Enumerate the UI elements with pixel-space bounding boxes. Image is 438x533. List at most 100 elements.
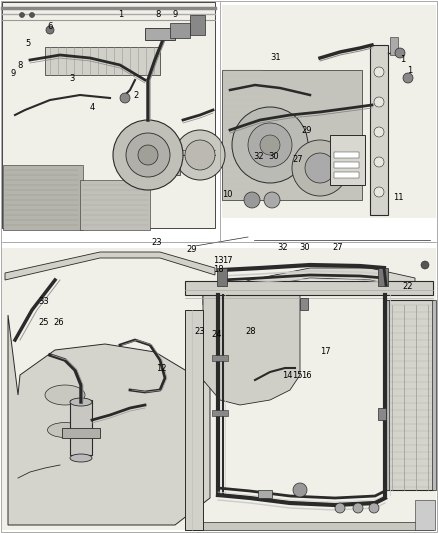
Bar xyxy=(140,145,180,175)
Bar xyxy=(330,135,365,185)
Text: 11: 11 xyxy=(393,193,404,201)
Text: 1: 1 xyxy=(118,11,123,19)
Bar xyxy=(212,410,228,416)
Text: 3: 3 xyxy=(70,75,75,83)
Text: 9: 9 xyxy=(173,11,178,19)
Circle shape xyxy=(138,145,158,165)
Text: 28: 28 xyxy=(245,327,256,336)
Circle shape xyxy=(369,503,379,513)
Polygon shape xyxy=(203,268,415,305)
Bar xyxy=(334,162,359,168)
Polygon shape xyxy=(5,252,215,280)
Bar xyxy=(80,180,150,230)
Bar xyxy=(222,70,362,200)
Text: 17: 17 xyxy=(320,348,330,356)
Text: 30: 30 xyxy=(300,243,310,252)
Bar xyxy=(45,47,160,75)
Text: 8: 8 xyxy=(155,11,160,19)
Circle shape xyxy=(126,133,170,177)
Bar xyxy=(378,408,386,420)
Text: 12: 12 xyxy=(156,365,166,373)
Text: 30: 30 xyxy=(268,152,279,161)
Circle shape xyxy=(120,93,130,103)
Bar xyxy=(185,310,203,530)
Text: 2: 2 xyxy=(133,92,138,100)
Bar xyxy=(300,298,308,310)
Text: 27: 27 xyxy=(333,243,343,252)
Text: 8: 8 xyxy=(17,61,22,69)
Text: 29: 29 xyxy=(187,246,197,254)
Text: 10: 10 xyxy=(223,190,233,199)
Circle shape xyxy=(175,130,225,180)
Text: 1: 1 xyxy=(400,55,406,64)
Circle shape xyxy=(305,153,335,183)
Bar xyxy=(384,300,389,490)
Bar xyxy=(378,268,388,286)
Text: 6: 6 xyxy=(48,22,53,30)
Bar xyxy=(190,15,205,35)
Bar xyxy=(432,300,436,490)
Circle shape xyxy=(264,192,280,208)
Text: 14: 14 xyxy=(282,371,292,379)
Bar xyxy=(370,45,388,215)
Circle shape xyxy=(113,120,183,190)
Circle shape xyxy=(374,67,384,77)
Ellipse shape xyxy=(70,454,92,462)
Circle shape xyxy=(292,140,348,196)
Bar xyxy=(212,355,228,361)
Circle shape xyxy=(46,26,54,34)
Bar xyxy=(170,23,190,38)
Circle shape xyxy=(374,127,384,137)
Circle shape xyxy=(29,12,35,18)
Text: 29: 29 xyxy=(301,126,312,135)
Circle shape xyxy=(374,157,384,167)
Circle shape xyxy=(421,261,429,269)
Text: 24: 24 xyxy=(212,330,222,339)
Text: 13: 13 xyxy=(213,256,223,264)
Text: 4: 4 xyxy=(89,103,95,112)
Bar xyxy=(62,428,100,438)
Circle shape xyxy=(293,483,307,497)
Bar xyxy=(334,172,359,178)
Text: 15: 15 xyxy=(292,371,302,379)
Circle shape xyxy=(395,48,405,58)
Circle shape xyxy=(248,123,292,167)
Circle shape xyxy=(403,73,413,83)
Circle shape xyxy=(353,503,363,513)
Bar xyxy=(145,28,175,40)
Circle shape xyxy=(374,187,384,197)
Text: 27: 27 xyxy=(293,156,303,164)
Circle shape xyxy=(374,97,384,107)
Ellipse shape xyxy=(47,423,82,438)
Text: 23: 23 xyxy=(194,327,205,336)
Text: 32: 32 xyxy=(278,243,288,252)
Bar xyxy=(390,37,398,55)
Bar xyxy=(185,281,433,295)
Ellipse shape xyxy=(45,385,85,405)
Text: 5: 5 xyxy=(26,39,31,48)
Text: 22: 22 xyxy=(402,282,413,291)
Text: 23: 23 xyxy=(152,238,162,247)
Bar xyxy=(415,500,435,530)
Text: 1: 1 xyxy=(407,66,412,75)
Bar xyxy=(185,522,433,530)
Circle shape xyxy=(232,107,308,183)
Circle shape xyxy=(185,140,215,170)
Text: 17: 17 xyxy=(223,256,233,264)
Text: 32: 32 xyxy=(253,152,264,161)
Circle shape xyxy=(244,192,260,208)
Text: 9: 9 xyxy=(11,69,16,77)
Bar xyxy=(182,248,436,530)
Text: 31: 31 xyxy=(271,53,281,62)
Bar xyxy=(2,2,215,228)
Bar xyxy=(334,152,359,158)
Text: 18: 18 xyxy=(213,265,223,273)
Circle shape xyxy=(335,503,345,513)
Text: 25: 25 xyxy=(39,318,49,327)
Circle shape xyxy=(20,12,25,18)
Polygon shape xyxy=(203,295,300,405)
Bar xyxy=(70,400,92,455)
Bar xyxy=(258,490,272,498)
Circle shape xyxy=(260,135,280,155)
Bar xyxy=(2,248,215,530)
